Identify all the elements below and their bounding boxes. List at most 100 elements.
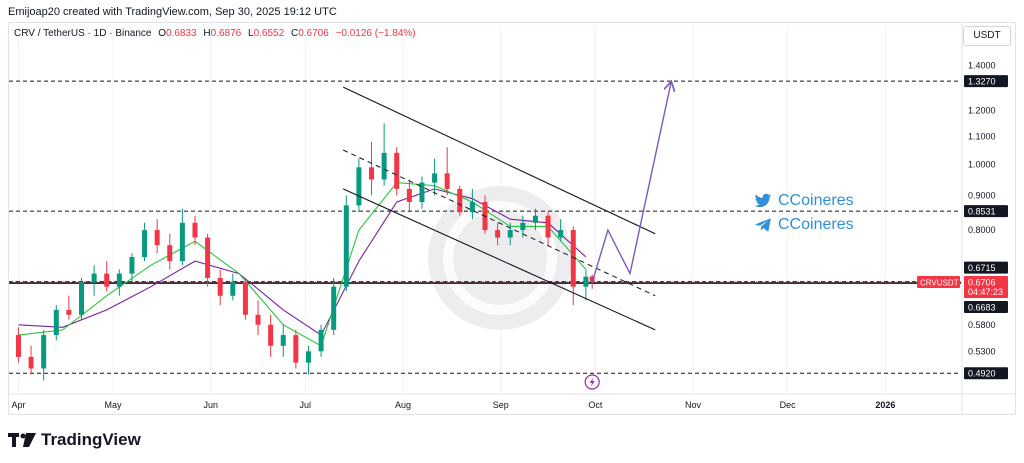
chart-caption: Emijoap20 created with TradingView.com, …: [8, 6, 337, 18]
watermark-logo-ring: [443, 201, 557, 315]
candle-body: [444, 173, 450, 189]
open-value: 0.6833: [166, 28, 197, 39]
channel-mid-line: [342, 149, 656, 297]
y-tick-label: 0.9000: [968, 190, 996, 200]
x-tick-label: Jun: [203, 400, 218, 410]
level-price-label: 0.8531: [968, 207, 996, 217]
y-tick-label: 1.2000: [968, 106, 996, 116]
twitter-bird-icon: [754, 193, 772, 208]
candle-body: [507, 230, 513, 238]
watermark-telegram: CCoineres: [754, 216, 854, 234]
candle-body: [583, 276, 589, 287]
lightning-bolt-icon: [589, 377, 595, 387]
candle-body: [91, 273, 97, 283]
x-tick-label: Jul: [300, 400, 312, 410]
candle-body: [394, 152, 400, 189]
symbol-badge: [917, 276, 960, 289]
y-tick-label: 0.5800: [968, 320, 996, 330]
symbol-badge-label: CRVUSDT: [920, 279, 959, 288]
x-tick-label: Sep: [493, 400, 509, 410]
last-price-badge: [964, 276, 1008, 299]
candle-body: [570, 230, 576, 287]
candle-body: [104, 273, 110, 287]
candle-body: [545, 215, 551, 238]
level-price-label: 1.3270: [968, 77, 996, 87]
low-label: L: [248, 28, 254, 39]
candle-body: [280, 335, 286, 346]
candle-body: [28, 356, 34, 369]
candle-body: [293, 335, 299, 363]
candle-body: [406, 188, 412, 203]
y-tick-label: 1.0000: [968, 159, 996, 169]
tradingview-wordmark: TradingView: [41, 430, 141, 449]
candle-body: [369, 167, 375, 180]
close-label: C: [290, 28, 299, 39]
y-tick-label: 1.4000: [968, 60, 996, 70]
candle-body: [41, 335, 47, 369]
x-tick-label: 2026: [875, 400, 895, 410]
x-tick-label: May: [105, 400, 123, 410]
level-price-label: 0.4920: [968, 369, 996, 379]
candle-body: [167, 245, 173, 262]
tradingview-logo-icon: [8, 433, 36, 447]
ohlc-legend: CRV / TetherUS · 1D · Binance O0.6833 H 0…: [14, 28, 416, 39]
candle-body: [318, 329, 324, 352]
tradingview-brand[interactable]: TradingView: [8, 430, 141, 450]
candle-body: [116, 273, 122, 287]
candle-body: [129, 257, 135, 274]
close-value: 0.6706: [298, 28, 329, 39]
candle-body: [589, 276, 595, 283]
candle-body: [15, 335, 21, 357]
x-tick-label: Aug: [395, 400, 411, 410]
twitter-handle: CCoineres: [778, 192, 854, 209]
channel-lower-line: [342, 188, 656, 331]
change-value: −0.0126 (−1.84%): [335, 28, 416, 39]
candle-body: [255, 314, 261, 325]
telegram-handle: CCoineres: [778, 216, 854, 233]
currency-selector[interactable]: USDT: [963, 26, 1011, 46]
y-tick-label: 0.5300: [968, 346, 996, 356]
level-price-label: 0.6683: [968, 303, 996, 313]
candle-body: [520, 222, 526, 231]
open-label: O: [158, 28, 167, 39]
candle-body: [142, 230, 148, 258]
candle-body: [419, 182, 425, 203]
telegram-plane-icon: [754, 218, 771, 232]
level-price-tag: [964, 261, 1008, 274]
x-tick-label: Oct: [588, 400, 603, 410]
candle-body: [179, 222, 185, 262]
y-tick-label: 0.8000: [968, 225, 996, 235]
candle-body: [192, 222, 198, 238]
candle-body: [205, 237, 211, 278]
level-price-tag: [964, 75, 1008, 88]
x-tick-label: Dec: [780, 400, 797, 410]
y-tick-label: 1.1000: [968, 131, 996, 141]
candle-body: [305, 351, 311, 363]
candle-body: [230, 282, 236, 296]
candle-body: [469, 202, 475, 213]
candle-body: [154, 230, 160, 246]
candle-body: [79, 282, 85, 315]
projection-path: [591, 83, 671, 283]
channel-upper-line: [342, 86, 656, 235]
last-price-label: 0.6706: [968, 278, 996, 288]
candle-body: [495, 230, 501, 238]
x-tick-label: Nov: [685, 400, 702, 410]
high-label: H: [203, 28, 211, 39]
candle-body: [532, 215, 538, 223]
candle-body: [457, 188, 463, 213]
level-price-label: 0.6715: [968, 263, 996, 273]
low-value: 0.6552: [253, 28, 285, 39]
level-price-tag: [964, 367, 1008, 380]
candle-body: [242, 282, 248, 315]
countdown-label: 04:47:23: [968, 287, 1003, 297]
candle-body: [343, 205, 349, 287]
symbol-label[interactable]: CRV / TetherUS · 1D · Binance: [14, 28, 152, 39]
candle-body: [381, 152, 387, 180]
candle-body: [268, 324, 274, 346]
watermark-twitter: CCoineres: [754, 192, 854, 210]
candle-body: [356, 167, 362, 206]
level-price-tag: [964, 205, 1008, 218]
candle-body: [331, 286, 337, 330]
